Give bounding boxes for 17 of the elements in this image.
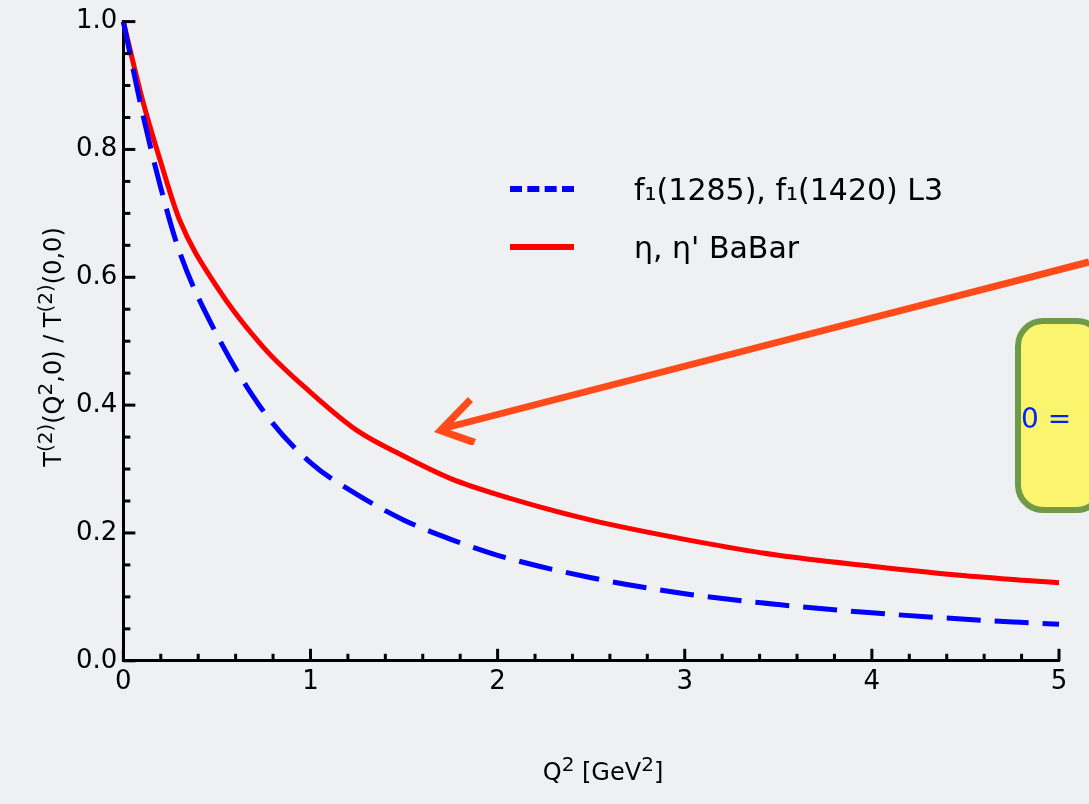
note-box: 0 = bbox=[1015, 318, 1089, 513]
legend-label: f₁(1285), f₁(1420) L3 bbox=[634, 171, 944, 207]
x-tick-label: 3 bbox=[676, 665, 694, 696]
x-tick-label: 1 bbox=[302, 665, 319, 696]
x-tick-label: 4 bbox=[863, 665, 881, 696]
y-tick-label: 0.0 bbox=[75, 643, 118, 674]
x-tick-label: 5 bbox=[1050, 665, 1068, 696]
x-tick-label: 2 bbox=[489, 665, 506, 696]
y-tick-label: 0.2 bbox=[75, 515, 118, 546]
x-tick-label: 0 bbox=[115, 665, 132, 696]
y-tick-label: 1.0 bbox=[75, 4, 118, 35]
x-axis-title: Q$^{2}$ [GeV$^{2}$] bbox=[541, 752, 665, 786]
y-tick-label: 0.6 bbox=[75, 260, 118, 291]
legend-label: η, η' BaBar bbox=[634, 229, 800, 265]
annotation: 0 = bbox=[1021, 402, 1072, 435]
y-tick-label: 0.8 bbox=[75, 132, 118, 163]
y-tick-label: 0.4 bbox=[75, 387, 118, 418]
